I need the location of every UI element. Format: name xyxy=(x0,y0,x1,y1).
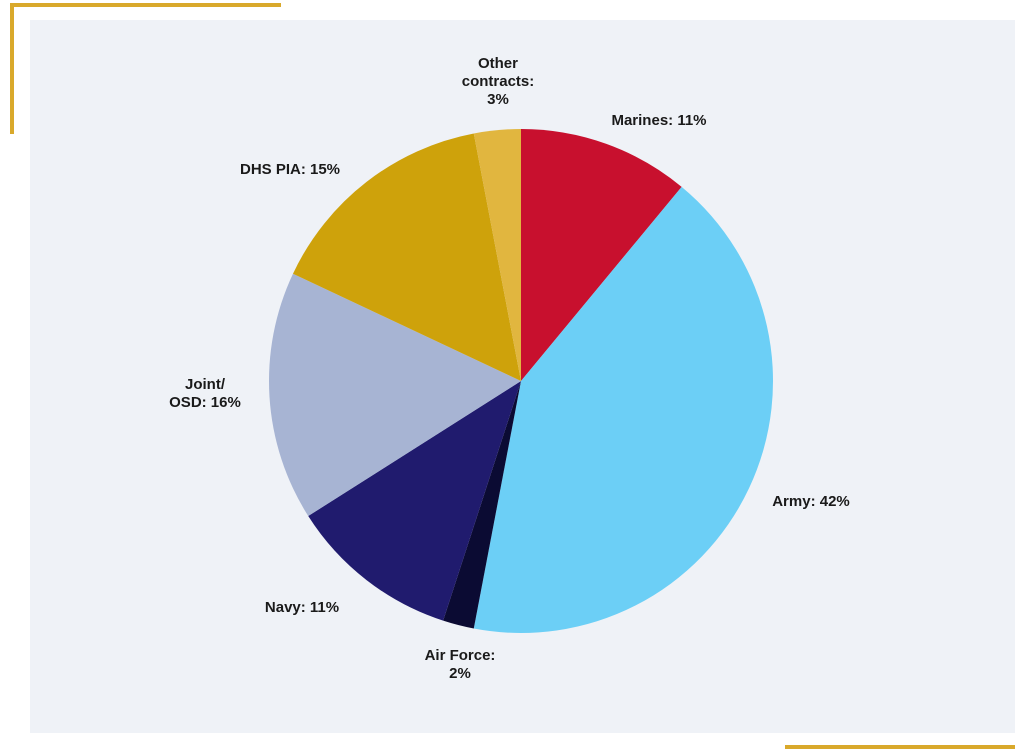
pie-slice-army xyxy=(473,186,774,633)
pie-slice-joint xyxy=(269,273,521,517)
pie-slices xyxy=(269,129,774,633)
pie-slice-marines xyxy=(521,129,682,381)
pie-labels: Marines: 11% Army: 42% Air Force: 2% Navy: 1… xyxy=(169,55,850,682)
decorative-corner-bottom xyxy=(785,745,1015,749)
slice-label-dhs: DHS PIA: 15% xyxy=(240,161,340,178)
pie-slice-airforce xyxy=(443,381,521,629)
slice-label-joint: Joint/OSD: 16% xyxy=(169,376,241,411)
decorative-corner-left xyxy=(10,3,14,134)
slice-label-other: Other contracts: 3% xyxy=(462,55,535,108)
pie-slice-navy xyxy=(308,381,521,621)
slice-label-airforce: Air Force: 2% xyxy=(425,647,496,682)
slice-label-navy: Navy: 11% xyxy=(265,599,339,616)
pie-slice-other xyxy=(473,129,521,381)
slice-label-army: Army: 42% xyxy=(772,493,850,510)
decorative-corner-top xyxy=(10,3,281,7)
slice-label-marines: Marines: 11% xyxy=(611,112,706,129)
pie-slice-dhs xyxy=(292,133,521,381)
